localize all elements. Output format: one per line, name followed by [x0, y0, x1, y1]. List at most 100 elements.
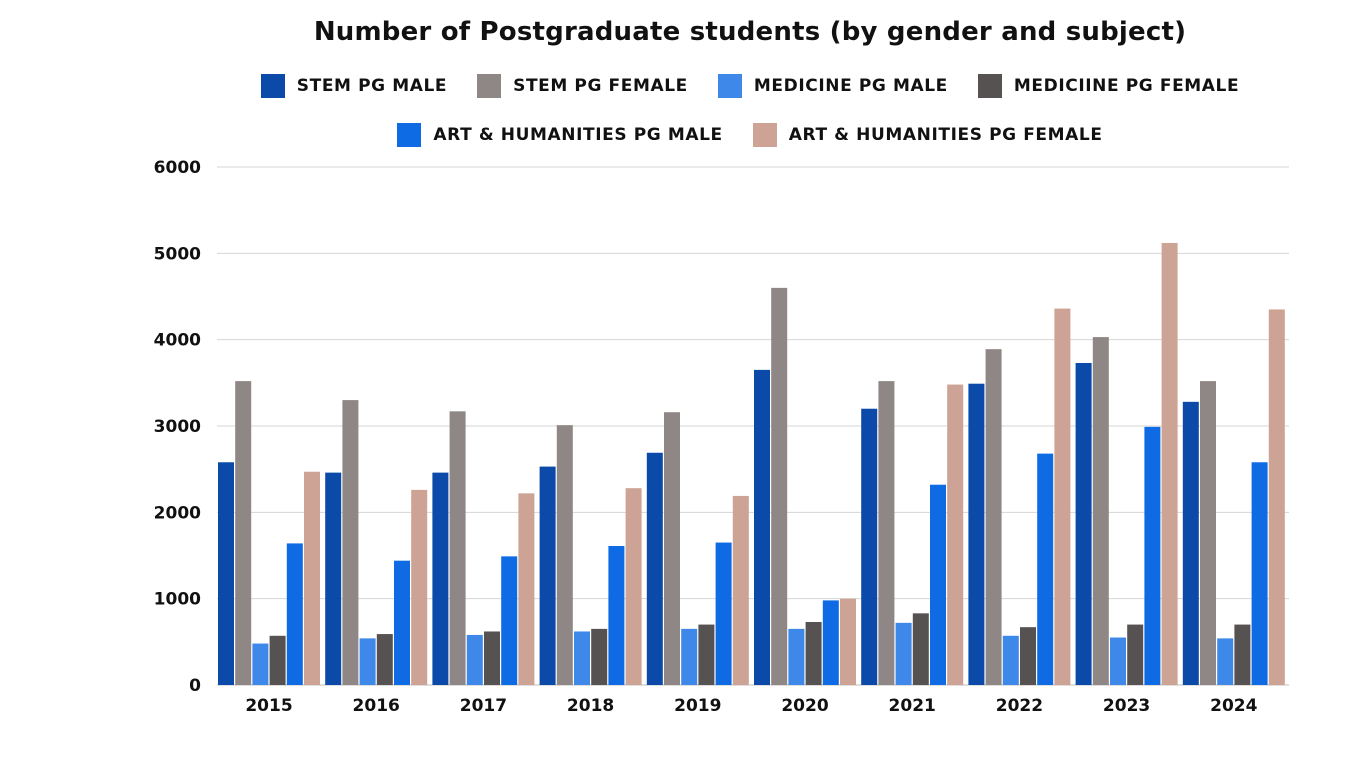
legend-label-medicine-pg-female: MEDICIINE PG FEMALE	[1013, 76, 1240, 96]
legend-item-medicine-pg-male[interactable]: MEDICINE PG MALE	[717, 74, 948, 98]
bar-medicine-pg-male-2017	[466, 634, 483, 685]
legend-label-art-humanities-pg-female: ART & HUMANITIES PG FEMALE	[788, 125, 1103, 145]
x-tick-label-2015: 2015	[245, 696, 292, 716]
bar-stem-pg-male-2023	[1075, 362, 1092, 685]
bar-mediciine-pg-female-2022	[1020, 627, 1036, 685]
legend-swatch-medicine-pg-male	[717, 74, 742, 98]
bar-stem-pg-female-2022	[985, 349, 1002, 685]
bar-mediciine-pg-female-2015	[269, 635, 286, 685]
bar-stem-pg-male-2015	[218, 462, 234, 685]
bar-stem-pg-female-2019	[664, 412, 680, 685]
x-tick-label-2024: 2024	[1210, 696, 1257, 716]
bar-stem-pg-male-2020	[754, 369, 770, 685]
bar-stem-pg-male-2021	[861, 408, 878, 685]
bar-medicine-pg-male-2024	[1217, 638, 1234, 685]
bars	[218, 242, 1285, 685]
legend-item-art-humanities-pg-male[interactable]: ART & HUMANITIES PG MALE	[397, 123, 722, 147]
legend-item-stem-pg-female[interactable]: STEM PG FEMALE	[477, 74, 688, 98]
x-axis-ticks: 2015 2016 2017 2018 2019 2020 2021 2022 2023 2024	[245, 696, 1257, 716]
bar-medicine-pg-male-2023	[1110, 637, 1126, 685]
chart-title: Number of Postgraduate students (by gend…	[313, 17, 1187, 47]
legend-swatch-art-humanities-pg-female	[752, 123, 777, 147]
legend-swatch-stem-pg-male	[260, 74, 285, 98]
bar-medicine-pg-male-2021	[895, 622, 912, 685]
bar-stem-pg-male-2016	[325, 472, 342, 685]
legend-row-2: ART & HUMANITIES PG MALE ART & HUMANITIE…	[0, 123, 1366, 147]
bar-mediciine-pg-female-2024	[1234, 624, 1251, 685]
x-tick-label-2017: 2017	[460, 696, 507, 716]
bar-art-humanities-pg-female-2018	[625, 488, 642, 685]
bar-art-humanities-pg-male-2016	[394, 560, 410, 685]
y-tick-label-4000: 4000	[154, 331, 201, 351]
bar-art-humanities-pg-male-2021	[930, 484, 946, 685]
bar-stem-pg-female-2023	[1092, 337, 1109, 685]
bar-art-humanities-pg-female-2024	[1268, 309, 1285, 685]
gridlines	[217, 166, 1289, 686]
legend-item-art-humanities-pg-female[interactable]: ART & HUMANITIES PG FEMALE	[752, 123, 1103, 147]
y-tick-label-2000: 2000	[154, 503, 201, 523]
bar-art-humanities-pg-female-2020	[840, 598, 856, 685]
bar-stem-pg-female-2015	[235, 381, 252, 685]
x-tick-label-2021: 2021	[889, 696, 936, 716]
legend-label-art-humanities-pg-male: ART & HUMANITIES PG MALE	[433, 125, 723, 145]
bar-medicine-pg-male-2020	[788, 628, 805, 685]
bar-stem-pg-male-2017	[432, 472, 449, 685]
bar-stem-pg-female-2016	[342, 400, 359, 685]
legend-label-medicine-pg-male: MEDICINE PG MALE	[753, 76, 948, 96]
bar-mediciine-pg-female-2017	[484, 631, 500, 685]
bar-art-humanities-pg-female-2021	[947, 384, 964, 685]
x-tick-label-2023: 2023	[1103, 696, 1150, 716]
legend-item-medicine-pg-female[interactable]: MEDICIINE PG FEMALE	[977, 74, 1240, 98]
bar-mediciine-pg-female-2018	[591, 628, 608, 685]
bar-art-humanities-pg-male-2015	[286, 543, 303, 685]
y-tick-label-0: 0	[189, 676, 201, 696]
bar-art-humanities-pg-female-2015	[304, 471, 320, 685]
bar-art-humanities-pg-male-2017	[501, 556, 518, 685]
legend-row-1: STEM PG MALE STEM PG FEMALE MEDICINE PG …	[0, 74, 1366, 98]
x-tick-label-2019: 2019	[674, 696, 721, 716]
legend-label-stem-pg-female: STEM PG FEMALE	[513, 76, 688, 96]
bar-art-humanities-pg-male-2022	[1037, 453, 1054, 685]
bar-art-humanities-pg-male-2018	[608, 546, 625, 685]
y-tick-label-1000: 1000	[154, 590, 201, 610]
y-tick-label-3000: 3000	[154, 417, 201, 437]
bar-stem-pg-female-2018	[556, 425, 573, 685]
bar-stem-pg-male-2019	[646, 452, 663, 685]
bar-medicine-pg-male-2016	[359, 638, 376, 685]
bar-mediciine-pg-female-2016	[376, 634, 393, 685]
legend-swatch-art-humanities-pg-male	[397, 123, 422, 147]
legend-swatch-medicine-pg-female	[977, 74, 1002, 98]
legend-swatch-stem-pg-female	[477, 74, 502, 98]
bar-art-humanities-pg-female-2023	[1161, 242, 1178, 685]
legend-label-stem-pg-male: STEM PG MALE	[296, 76, 448, 96]
bar-mediciine-pg-female-2021	[912, 613, 929, 685]
bar-art-humanities-pg-male-2024	[1251, 462, 1268, 685]
y-tick-label-5000: 5000	[154, 244, 201, 264]
bar-mediciine-pg-female-2019	[698, 624, 715, 685]
x-tick-label-2018: 2018	[567, 696, 614, 716]
bar-stem-pg-male-2022	[968, 383, 985, 685]
bar-medicine-pg-male-2015	[252, 643, 269, 685]
bar-art-humanities-pg-male-2019	[715, 542, 732, 685]
bar-medicine-pg-male-2022	[1002, 635, 1019, 685]
y-axis-ticks: 0 1000 2000 3000 4000 5000 6000	[154, 158, 201, 696]
bar-stem-pg-male-2018	[539, 466, 556, 685]
bar-mediciine-pg-female-2020	[805, 621, 822, 685]
legend-item-stem-pg-male[interactable]: STEM PG MALE	[260, 74, 448, 98]
bar-stem-pg-female-2021	[878, 381, 895, 685]
x-tick-label-2016: 2016	[353, 696, 400, 716]
x-tick-label-2022: 2022	[996, 696, 1043, 716]
bar-art-humanities-pg-female-2019	[732, 495, 749, 685]
bar-mediciine-pg-female-2023	[1127, 624, 1144, 685]
bar-medicine-pg-male-2018	[574, 631, 590, 685]
bar-art-humanities-pg-female-2022	[1054, 308, 1071, 685]
x-tick-label-2020: 2020	[781, 696, 828, 716]
bar-art-humanities-pg-male-2023	[1144, 426, 1161, 685]
bar-stem-pg-female-2020	[771, 287, 788, 685]
y-tick-label-6000: 6000	[154, 158, 201, 178]
bar-stem-pg-female-2024	[1200, 381, 1216, 685]
bar-art-humanities-pg-male-2020	[822, 600, 839, 685]
bar-stem-pg-female-2017	[449, 411, 466, 685]
bar-medicine-pg-male-2019	[681, 628, 698, 685]
